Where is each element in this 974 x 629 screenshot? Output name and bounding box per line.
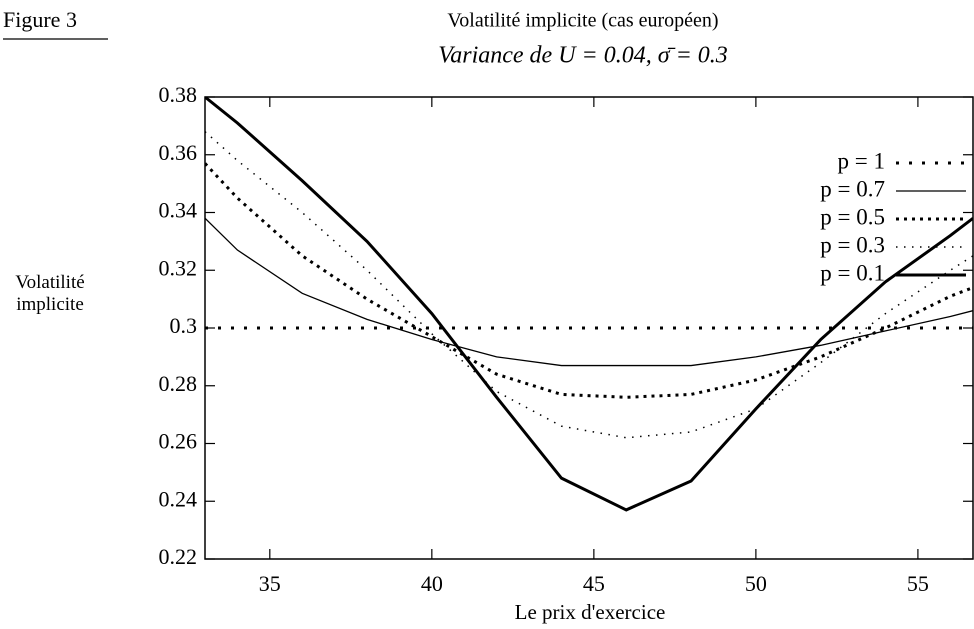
x-axis-label: Le prix d'exercice — [515, 600, 666, 624]
y-tick-label: 0.28 — [159, 371, 198, 396]
legend-label: p = 0.3 — [820, 232, 885, 257]
series-line — [205, 131, 973, 439]
x-tick-label: 50 — [745, 571, 767, 596]
plot-area — [205, 97, 973, 512]
y-tick-label: 0.26 — [159, 429, 198, 454]
x-tick-label: 45 — [583, 571, 605, 596]
x-tick-label: 55 — [907, 571, 929, 596]
figure-label: Figure 3 — [3, 7, 77, 32]
y-tick-label: 0.38 — [159, 82, 198, 107]
legend-label: p = 0.1 — [820, 260, 885, 285]
y-tick-label: 0.24 — [159, 486, 198, 511]
legend-label: p = 0.7 — [820, 176, 885, 201]
y-tick-label: 0.34 — [159, 198, 198, 223]
series-line — [205, 162, 973, 399]
y-tick-label: 0.36 — [159, 140, 198, 165]
series-line — [205, 97, 973, 512]
y-tick-label: 0.3 — [170, 313, 198, 338]
y-axis-label: Volatilité implicite — [15, 272, 85, 315]
x-tick-label: 40 — [421, 571, 443, 596]
legend-label: p = 1 — [838, 148, 885, 173]
chart-subtitle: Variance de U = 0.04, σ̄ = 0.3 — [438, 43, 728, 69]
y-tick-label: 0.32 — [159, 255, 198, 280]
x-tick-label: 35 — [259, 571, 281, 596]
chart-title: Volatilité implicite (cas européen) — [447, 10, 718, 32]
y-tick-label: 0.22 — [159, 544, 198, 569]
legend-label: p = 0.5 — [820, 204, 885, 229]
